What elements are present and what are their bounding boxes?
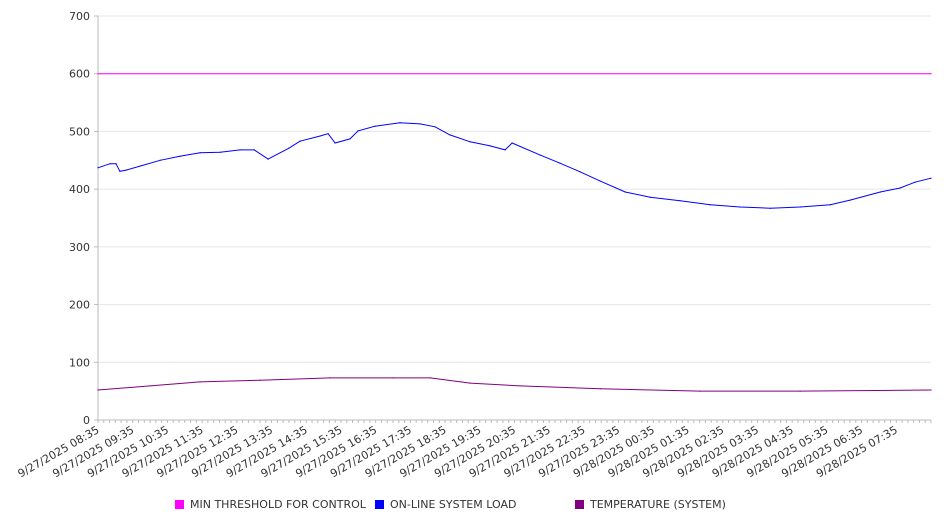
data-point [349,138,351,140]
y-tick-label: 400 [69,183,90,196]
data-point [930,73,932,75]
data-point [849,199,851,201]
data-point [139,165,141,167]
data-point [259,379,261,381]
legend-swatch [175,500,184,509]
data-point [739,206,741,208]
data-point [109,163,111,165]
legend-item-load[interactable]: ON-LINE SYSTEM LOAD [375,498,516,511]
legend-label: MIN THRESHOLD FOR CONTROL [190,498,366,511]
y-tick-label: 200 [69,299,90,312]
legend: MIN THRESHOLD FOR CONTROL ON-LINE SYSTEM… [0,498,946,514]
data-point [253,149,255,151]
data-point [429,377,431,379]
data-point [357,130,359,132]
legend-item-temperature[interactable]: TEMPERATURE (SYSTEM) [575,498,726,511]
data-point [769,207,771,209]
data-point [879,191,881,193]
data-point [97,73,99,75]
data-point [119,170,121,172]
data-point [239,149,241,151]
data-point [125,169,127,171]
data-point [489,145,491,147]
data-point [334,142,336,144]
data-point [679,200,681,202]
data-point [115,163,117,165]
data-point [159,159,161,161]
legend-swatch [375,500,384,509]
data-point [899,187,901,189]
data-point [699,390,701,392]
data-point [914,181,916,183]
data-point [599,180,601,182]
data-point [504,149,506,151]
y-tick-label: 500 [69,125,90,138]
data-point [599,388,601,390]
data-point [709,204,711,206]
data-point [539,154,541,156]
y-tick-label: 600 [69,68,90,81]
data-point [149,385,151,387]
data-point [930,177,932,179]
data-point [327,133,329,135]
data-point [199,152,201,154]
data-point [299,140,301,142]
data-point [519,385,521,387]
series-line-temperature-system- [97,377,932,392]
data-point [799,206,801,208]
legend-label: ON-LINE SYSTEM LOAD [390,498,517,511]
data-point [97,389,99,391]
data-point [267,158,269,160]
data-point [449,134,451,136]
data-point [511,142,513,144]
y-tick-label: 700 [69,10,90,23]
data-point [559,162,561,164]
data-point [97,167,99,169]
data-point [374,125,376,127]
data-point [829,204,831,206]
data-point [392,377,394,379]
y-tick-label: 0 [83,414,90,427]
data-point [579,171,581,173]
data-point [930,389,932,391]
legend-item-threshold[interactable]: MIN THRESHOLD FOR CONTROL [175,498,366,511]
data-point [649,196,651,198]
y-tick-label: 300 [69,241,90,254]
data-point [288,147,290,149]
data-point [179,155,181,157]
data-point [469,141,471,143]
y-tick-label: 100 [69,356,90,369]
data-point [434,126,436,128]
data-point [799,390,801,392]
data-point [469,382,471,384]
legend-swatch [575,500,584,509]
data-point [624,191,626,193]
data-point [329,377,331,379]
data-point [419,123,421,125]
series-line-on-line-system-load [97,122,932,209]
data-point [199,381,201,383]
legend-label: TEMPERATURE (SYSTEM) [590,498,726,511]
data-point [319,135,321,137]
data-point [399,122,401,124]
data-point [219,151,221,153]
